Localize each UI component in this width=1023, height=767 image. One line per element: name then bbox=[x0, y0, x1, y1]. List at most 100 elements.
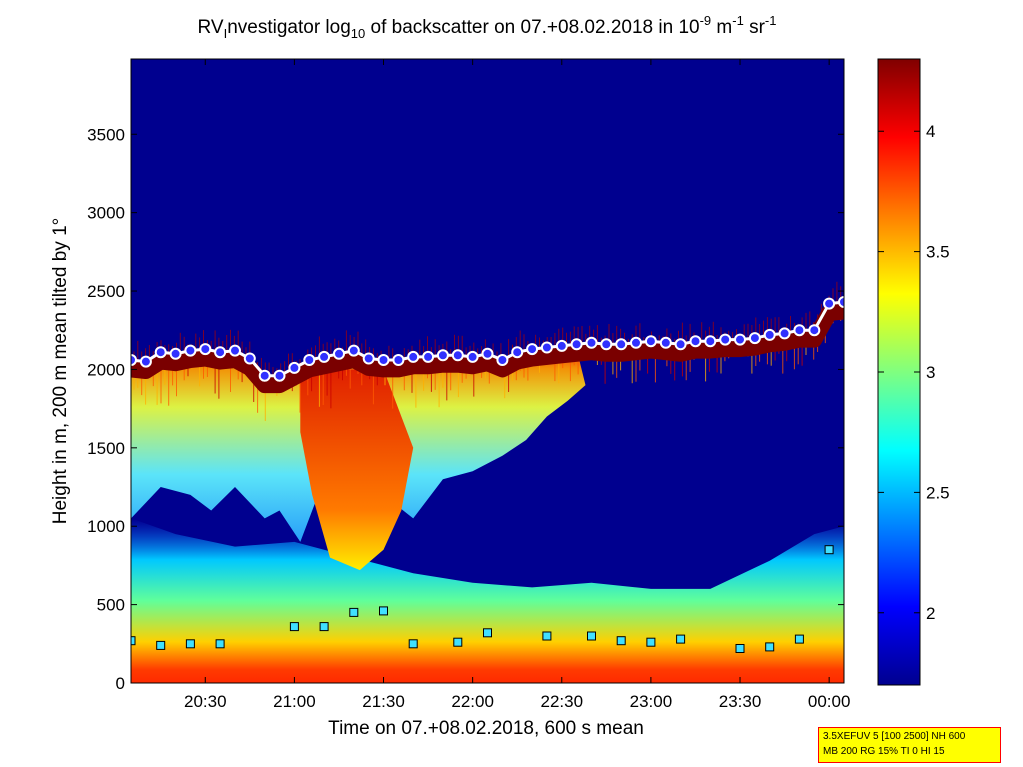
x-tick-label: 23:30 bbox=[719, 692, 762, 711]
x-tick-label: 22:30 bbox=[540, 692, 583, 711]
cloud-base-point bbox=[451, 349, 464, 362]
boundary-layer-point bbox=[646, 637, 656, 647]
boundary-layer-points bbox=[131, 545, 834, 653]
cloud-base-point bbox=[481, 347, 494, 360]
cloud-base-point bbox=[407, 350, 420, 363]
cloud-base-point bbox=[199, 343, 212, 356]
info-line-2: MB 200 RG 15% TI 0 HI 15 bbox=[823, 746, 945, 757]
boundary-layer-point bbox=[131, 636, 136, 646]
cloud-base-point bbox=[659, 336, 672, 349]
cloud-base-point bbox=[644, 335, 657, 348]
cloud-base-point bbox=[229, 344, 241, 357]
x-tick-label: 22:00 bbox=[451, 692, 494, 711]
cloud-base-point bbox=[347, 344, 360, 357]
cloud-base-point bbox=[273, 369, 286, 382]
cloud-base-point bbox=[570, 338, 583, 351]
boundary-layer-field bbox=[131, 518, 844, 683]
cloud-base-point bbox=[377, 354, 390, 366]
boundary-layer-point bbox=[319, 622, 329, 632]
plume-field bbox=[300, 369, 414, 571]
info-line-1: 3.5XEFUV 5 [100 2500] NH 600 bbox=[823, 731, 966, 742]
y-tick-label: 0 bbox=[116, 674, 125, 693]
cloud-base-point bbox=[526, 343, 539, 356]
boundary-layer-point bbox=[379, 606, 388, 616]
cloud-base-point bbox=[214, 346, 227, 359]
colorbar-ticks: 2 2.5 3 3.5 4 bbox=[878, 122, 950, 623]
colorbar-tick-label: 3 bbox=[926, 363, 935, 382]
cloud-base-point bbox=[778, 327, 791, 340]
x-tick-label: 21:00 bbox=[273, 692, 316, 711]
boundary-layer-point bbox=[453, 637, 463, 647]
cloud-base-point bbox=[333, 347, 345, 360]
cloud-base-point bbox=[555, 339, 568, 352]
y-tick-label: 2500 bbox=[87, 282, 125, 301]
backscatter-fields bbox=[131, 349, 844, 683]
y-tick-label: 1000 bbox=[87, 517, 125, 536]
boundary-layer-point bbox=[156, 640, 166, 650]
x-axis-label: Time on 07.+08.02.2018, 600 s mean bbox=[328, 718, 644, 739]
y-tick-label: 3500 bbox=[87, 125, 125, 144]
colorbar-tick-label: 4 bbox=[926, 122, 935, 141]
cloud-base-point bbox=[838, 296, 844, 308]
cloud-base-point bbox=[496, 354, 509, 366]
y-tick-label: 500 bbox=[97, 596, 125, 615]
cloud-base-point bbox=[169, 347, 182, 360]
boundary-layer-point bbox=[185, 639, 195, 649]
boundary-layer-point bbox=[824, 545, 834, 555]
cloud-base-point bbox=[793, 324, 806, 337]
boundary-layer-point bbox=[408, 639, 418, 649]
cloud-base-point bbox=[288, 361, 301, 374]
cloud-base-point bbox=[748, 332, 761, 345]
cloud-base-point bbox=[511, 346, 524, 359]
x-axis: 20:30 21:00 21:30 22:00 22:30 23:00 23:30 00:00 bbox=[184, 59, 850, 711]
x-tick-label: 23:00 bbox=[630, 692, 673, 711]
cloud-base-point bbox=[823, 297, 836, 310]
cloud-base-point bbox=[154, 346, 167, 359]
plot-frame bbox=[130, 58, 845, 684]
cloud-base-point bbox=[585, 336, 598, 349]
cloud-base-point bbox=[139, 355, 152, 368]
cloud-base-point bbox=[131, 354, 137, 366]
cloud-base-point bbox=[436, 349, 449, 362]
colorbar-tick-label: 2.5 bbox=[926, 483, 950, 502]
cloud-base-point bbox=[318, 350, 331, 363]
colorbar-tick-label: 3.5 bbox=[926, 243, 950, 262]
x-tick-label: 00:00 bbox=[808, 692, 851, 711]
cloud-layer-band bbox=[131, 303, 844, 394]
cloud-base-point bbox=[184, 344, 197, 357]
cloud-base-point bbox=[734, 333, 746, 346]
y-axis: 0 500 1000 1500 2000 2500 3000 3500 bbox=[87, 125, 844, 693]
cloud-base-point bbox=[808, 324, 821, 337]
boundary-layer-point bbox=[765, 642, 775, 652]
boundary-layer-point bbox=[735, 644, 745, 653]
cloud-base-point bbox=[303, 354, 316, 366]
y-tick-label: 2000 bbox=[87, 360, 125, 379]
cloud-base-point bbox=[763, 328, 776, 341]
cloud-base-point bbox=[719, 333, 732, 346]
x-tick-label: 21:30 bbox=[362, 692, 405, 711]
colorbar-tick-label: 2 bbox=[926, 604, 935, 623]
cloud-base-point bbox=[422, 350, 435, 363]
boundary-layer-point bbox=[349, 607, 359, 617]
boundary-layer-point bbox=[542, 631, 552, 641]
chart-title: RVInvestigator log10 of backscatter on 0… bbox=[198, 13, 777, 41]
cloud-base-point bbox=[258, 369, 271, 382]
boundary-layer-point bbox=[794, 634, 804, 644]
y-tick-label: 3000 bbox=[87, 204, 125, 223]
cloud-base-point bbox=[540, 341, 553, 354]
boundary-layer-point bbox=[616, 636, 626, 646]
boundary-layer-point bbox=[676, 634, 686, 644]
boundary-layer-point bbox=[587, 631, 596, 641]
boundary-layer-point bbox=[289, 622, 299, 632]
cloud-base-point bbox=[466, 350, 479, 363]
colorbar bbox=[877, 58, 921, 686]
heatmap-area bbox=[131, 59, 844, 683]
boundary-layer-point bbox=[483, 628, 492, 638]
cloud-base-point bbox=[674, 338, 687, 351]
cloud-base-point bbox=[704, 335, 717, 348]
settings-info-box: 3.5XEFUV 5 [100 2500] NH 600 MB 200 RG 1… bbox=[818, 727, 1001, 763]
cloud-base-point bbox=[243, 352, 256, 365]
cloud-base-point bbox=[362, 352, 375, 365]
cloud-base-point bbox=[689, 335, 702, 348]
